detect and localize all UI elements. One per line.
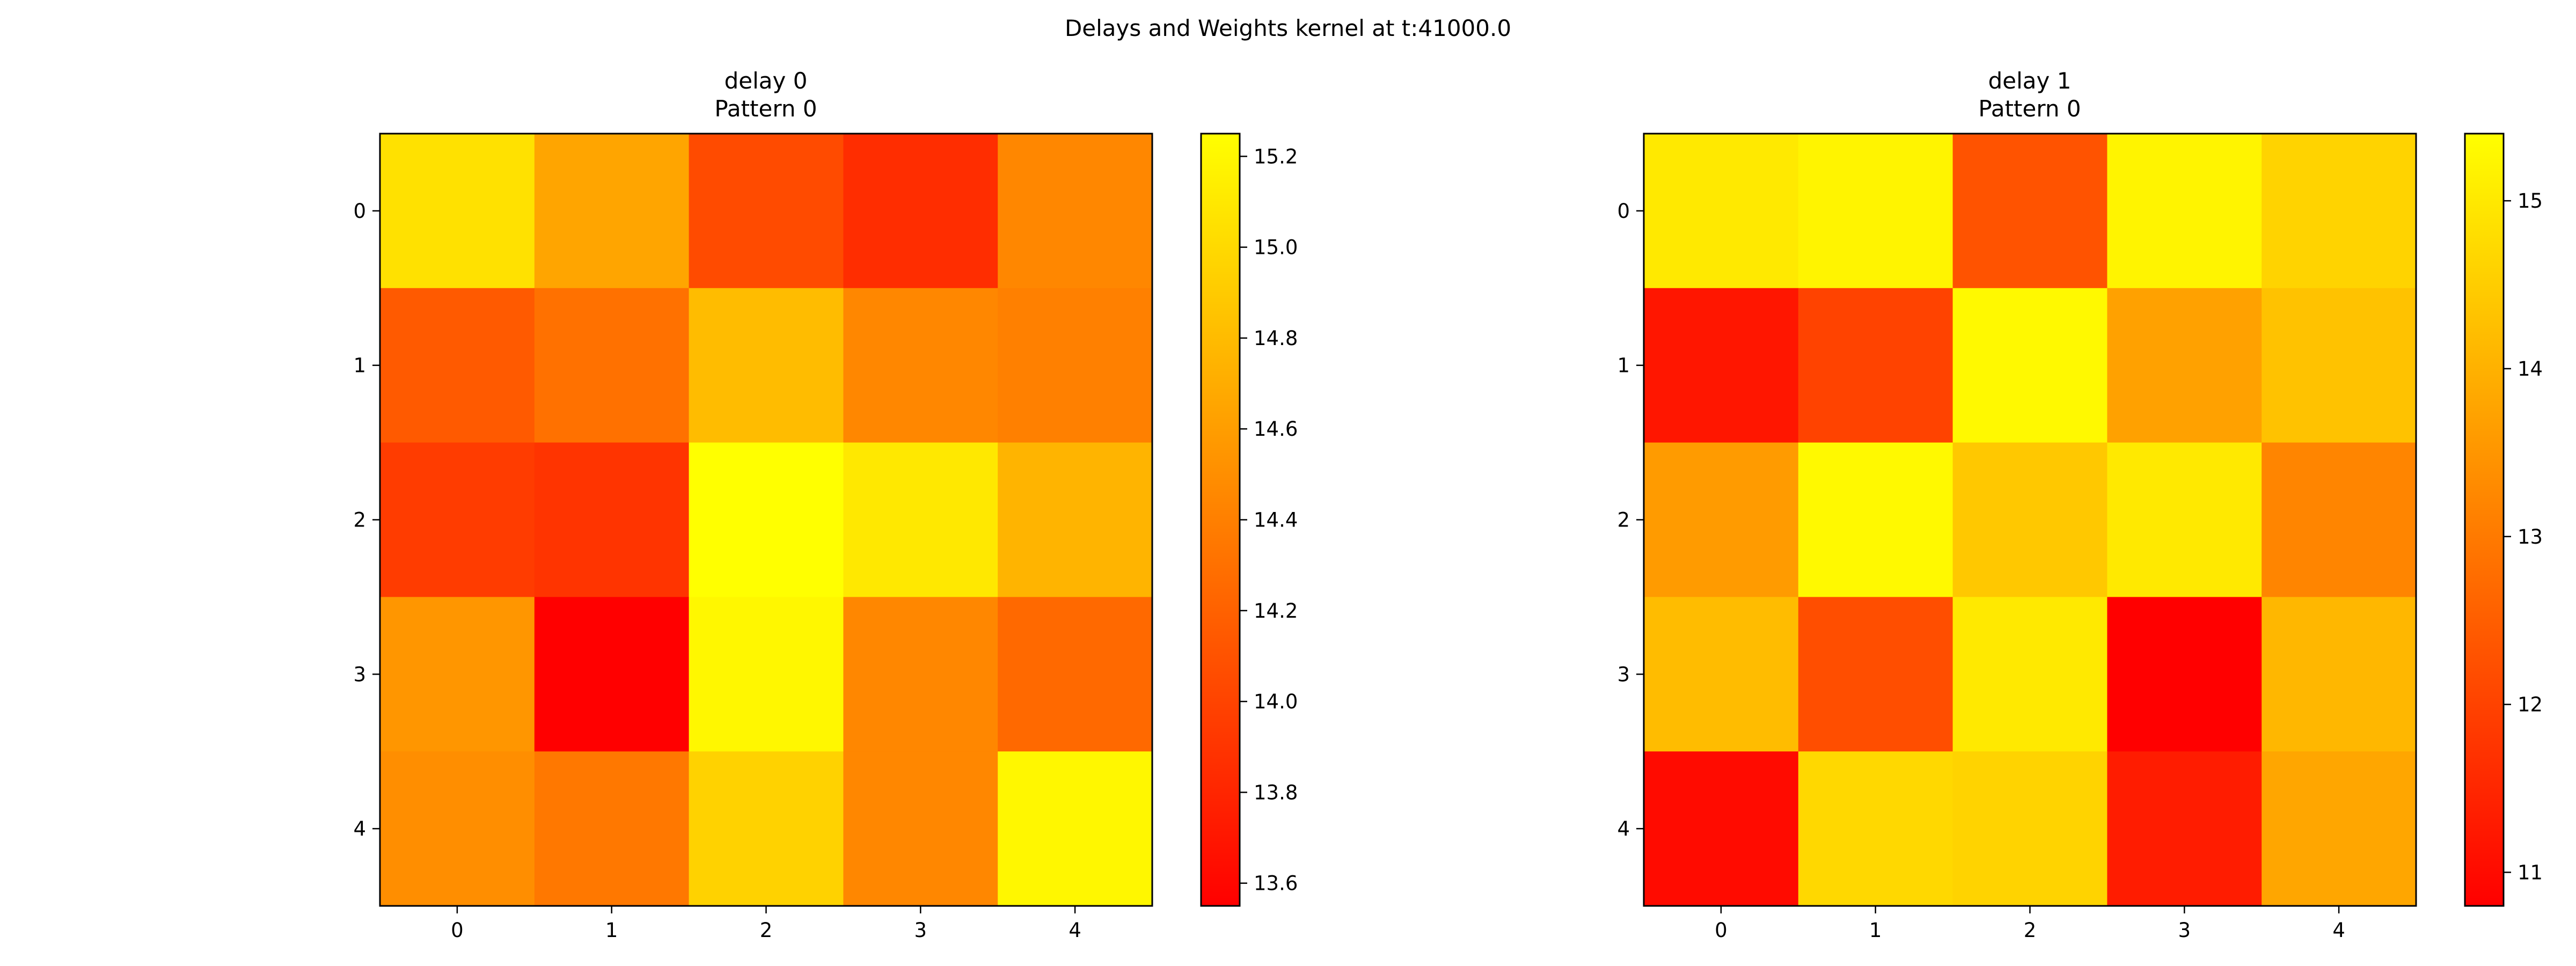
- colorbar-tick-label: 13.8: [1254, 781, 1298, 804]
- colorbar-tick-label: 15.2: [1254, 145, 1298, 168]
- colorbar: 11 12 13 14 15: [2464, 133, 2543, 907]
- heatmap-cell-r3-c2: [689, 597, 844, 752]
- colorbar-tick-label: 14.8: [1254, 327, 1298, 350]
- heatmap-cell-r3-c1: [534, 597, 690, 752]
- colorbar-tick-label: 15: [2518, 189, 2543, 213]
- x-tick-label: 2: [2024, 919, 2037, 942]
- panel-subtitle: Pattern 0: [714, 96, 817, 122]
- heatmap-cell-r4-c2: [1952, 751, 2107, 906]
- colorbar-tick-label: 12: [2518, 693, 2543, 716]
- heatmap-cell-r3-c2: [1952, 597, 2107, 752]
- y-tick-label: 2: [353, 509, 366, 532]
- panel-subtitle: Pattern 0: [1978, 96, 2081, 122]
- heatmap-cell-r1-c1: [1798, 288, 1953, 443]
- heatmap-cell-r2-c1: [534, 442, 690, 597]
- x-tick-label: 3: [2178, 919, 2191, 942]
- x-tick-label: 4: [1069, 919, 1081, 942]
- heatmap-cell-r2-c2: [1952, 442, 2107, 597]
- heatmap-cell-r0-c4: [2262, 134, 2417, 289]
- heatmap-cell-r3-c4: [998, 597, 1153, 752]
- x-tick-label: 2: [760, 919, 773, 942]
- colorbar-tick-label: 13: [2518, 525, 2543, 548]
- x-tick-label: 0: [1715, 919, 1728, 942]
- heatmap-cell-r2-c1: [1798, 442, 1953, 597]
- y-tick-label: 1: [1617, 354, 1630, 377]
- heatmap-cell-r0-c3: [2107, 134, 2262, 289]
- heatmap-cell-r4-c1: [534, 751, 690, 906]
- colorbar-tick-label: 15.0: [1254, 236, 1298, 259]
- heatmap-cell-r4-c0: [1644, 751, 1799, 906]
- x-tick-label: 0: [451, 919, 464, 942]
- x-tick-label: 1: [1869, 919, 1882, 942]
- colorbar-tick-label: 14: [2518, 357, 2543, 380]
- heatmap-cell-r0-c1: [534, 134, 690, 289]
- colorbar-gradient: [2465, 134, 2504, 906]
- colorbar-tick-label: 14.2: [1254, 599, 1298, 623]
- y-tick-label: 3: [1617, 663, 1630, 686]
- heatmap-cell-r0-c2: [689, 134, 844, 289]
- heatmap-cell-r4-c3: [2107, 751, 2262, 906]
- heatmap-cell-r2-c4: [998, 442, 1153, 597]
- heatmap-cell-r1-c0: [1644, 288, 1799, 443]
- heatmap-cell-r2-c3: [843, 442, 998, 597]
- heatmap-cell-r1-c3: [843, 288, 998, 443]
- heatmap-cell-r1-c4: [2262, 288, 2417, 443]
- colorbar-tick-label: 13.6: [1254, 872, 1298, 895]
- heatmap-cell-r4-c3: [843, 751, 998, 906]
- colorbar-tick-label: 14.4: [1254, 509, 1298, 532]
- heatmap-cell-r3-c4: [2262, 597, 2417, 752]
- colorbar-frame: [2464, 133, 2505, 907]
- y-tick-label: 3: [353, 663, 366, 686]
- heatmap-cell-r1-c0: [380, 288, 535, 443]
- heatmap-cell-r4-c4: [998, 751, 1153, 906]
- y-tick-label: 1: [353, 354, 366, 377]
- heatmap-cell-r0-c2: [1952, 134, 2107, 289]
- y-tick-label: 2: [1617, 509, 1630, 532]
- heatmap-cell-r1-c2: [689, 288, 844, 443]
- heatmap-cell-r0-c3: [843, 134, 998, 289]
- heatmap-cell-r3-c3: [2107, 597, 2262, 752]
- heatmap-cell-r2-c0: [1644, 442, 1799, 597]
- colorbar-tick-label: 14.6: [1254, 418, 1298, 441]
- x-tick-label: 3: [914, 919, 927, 942]
- x-tick-label: 4: [2332, 919, 2345, 942]
- heatmap-cell-r2-c4: [2262, 442, 2417, 597]
- heatmap-cell-r3-c3: [843, 597, 998, 752]
- panel-title: delay 0: [724, 68, 808, 94]
- heatmap-cell-r1-c1: [534, 288, 690, 443]
- colorbar-tick-label: 14.0: [1254, 690, 1298, 713]
- heatmap-cell-r3-c1: [1798, 597, 1953, 752]
- heatmap-cell-r1-c2: [1952, 288, 2107, 443]
- heatmap-cell-r2-c3: [2107, 442, 2262, 597]
- heatmap-cell-r3-c0: [1644, 597, 1799, 752]
- heatmap-cell-r0-c1: [1798, 134, 1953, 289]
- heatmap-cell-r4-c1: [1798, 751, 1953, 906]
- colorbar-gradient: [1201, 134, 1240, 906]
- heatmap-cell-r4-c4: [2262, 751, 2417, 906]
- colorbar-tick-label: 11: [2518, 861, 2543, 884]
- x-tick-label: 1: [605, 919, 618, 942]
- y-tick-label: 4: [1617, 817, 1630, 840]
- colorbar: 13.6 13.8 14.0 14.2 14.4 14.6 14.8 15.0 15.2: [1200, 133, 1298, 907]
- heatmap-cell-r4-c0: [380, 751, 535, 906]
- heatmap-cell-r2-c0: [380, 442, 535, 597]
- heatmap-cell-r1-c3: [2107, 288, 2262, 443]
- heatmap-cell-r2-c2: [689, 442, 844, 597]
- heatmap-cell-r1-c4: [998, 288, 1153, 443]
- y-tick-label: 0: [353, 200, 366, 223]
- heatmap-cell-r4-c2: [689, 751, 844, 906]
- y-tick-label: 4: [353, 817, 366, 840]
- heatmap-cell-r0-c0: [380, 134, 535, 289]
- figure-title: Delays and Weights kernel at t:41000.0: [1065, 15, 1511, 41]
- heatmap-cell-r3-c0: [380, 597, 535, 752]
- heatmap-cell-r0-c4: [998, 134, 1153, 289]
- heatmap-cell-r0-c0: [1644, 134, 1799, 289]
- heatmap-panel-delay-0: delay 0 Pattern 0 0 1 2 3 4 0 1 2 3 4 13.6 13.8 14…: [353, 68, 1298, 942]
- panel-title: delay 1: [1988, 68, 2072, 94]
- y-tick-label: 0: [1617, 200, 1630, 223]
